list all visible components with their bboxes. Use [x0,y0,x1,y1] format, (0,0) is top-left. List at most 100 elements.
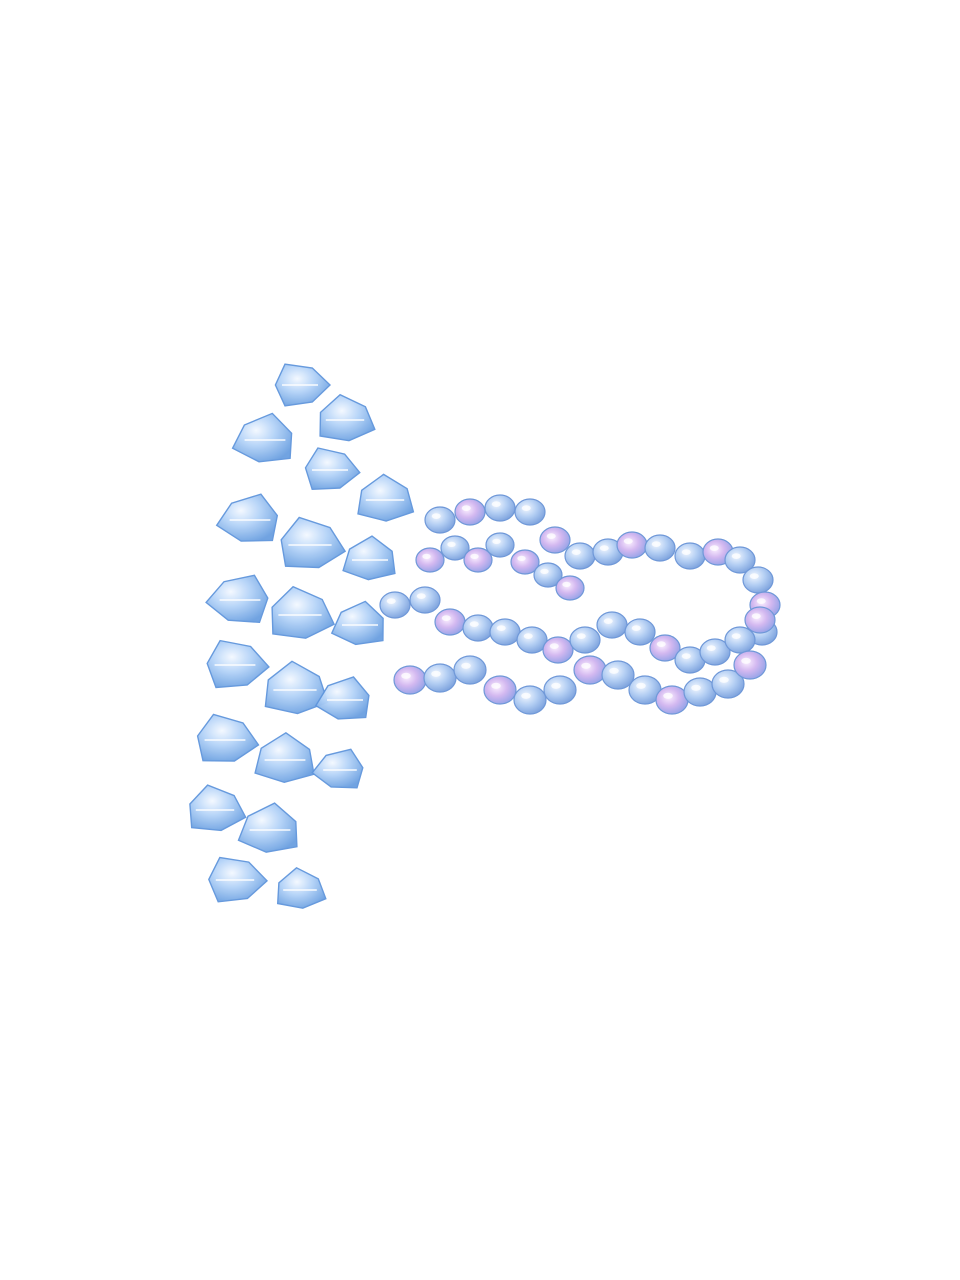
seed-bead [484,494,516,522]
seed-bead [393,665,427,695]
bead-highlight [719,676,729,683]
bead-highlight [741,657,751,664]
bead-highlight [571,549,581,555]
seed-bead [564,542,596,570]
bead-highlight [599,545,609,551]
crystal-bead [237,802,298,853]
bead-highlight [551,682,561,689]
bead-highlight [422,553,431,560]
crystal-bead [264,660,329,715]
seed-bead [440,535,470,561]
crystal-bead [196,713,260,762]
bead-highlight [386,598,396,604]
crystal-bead [254,731,315,784]
crystal-bead [271,585,336,639]
seed-bead [485,532,515,558]
seed-bead [624,618,656,646]
seed-bead [711,669,745,699]
bead-highlight [691,684,701,691]
seed-bead [596,611,628,639]
bead-highlight [709,545,719,551]
seed-bead [601,660,635,690]
bead-highlight [470,553,479,560]
bead-highlight [731,633,741,639]
seed-bead [463,547,493,573]
seed-bead [644,534,676,562]
crystal-bead [314,676,370,720]
seed-bead [539,526,571,554]
bead-highlight [461,505,471,511]
bead-highlight [603,618,613,624]
bead-highlight [492,538,501,545]
bead-highlight [706,645,716,651]
seed-bead [543,675,577,705]
seed-bead [533,562,563,588]
seed-bead [674,542,706,570]
seed-bead [453,655,487,685]
bead-highlight [546,533,556,539]
bead-highlight [609,667,619,674]
crystal-bead [304,447,361,491]
seed-bead [489,618,521,646]
seed-bead [744,606,776,634]
seed-bead [379,591,411,619]
bead-highlight [656,641,666,647]
seed-bead [699,638,731,666]
crystal-bead [276,866,327,909]
seed-bead [542,636,574,664]
bead-highlight [441,615,451,621]
crystal-bead-cluster [189,363,415,909]
seed-bead [724,626,756,654]
seed-bead [454,498,486,526]
bead-highlight [521,692,531,699]
seed-bead [742,566,774,594]
seed-bead-band-back [415,494,781,646]
crystal-bead [205,574,269,624]
bead-highlight [496,625,506,631]
seed-bead [415,547,445,573]
bead-highlight [517,555,526,562]
bead-highlight [651,541,661,547]
crystal-bead [311,748,364,789]
seed-bead [424,506,456,534]
bead-highlight [416,593,426,599]
crystal-bead [319,393,376,442]
bead-highlight [549,643,559,649]
seed-bead [513,685,547,715]
seed-bead [733,650,767,680]
bead-highlight [731,553,741,559]
bead-highlight [751,613,761,619]
bead-highlight [401,672,411,679]
seed-bead [516,626,548,654]
bead-highlight [749,573,759,579]
bead-highlight [461,662,471,669]
seed-bead [555,575,585,601]
bead-highlight [523,633,533,639]
crystal-bead [342,535,396,581]
bead-highlight [681,653,691,659]
bead-highlight [681,549,691,555]
bead-highlight [663,692,673,699]
bead-highlight [447,541,456,548]
seed-bead [655,685,689,715]
seed-bead [434,608,466,636]
bead-highlight [631,625,641,631]
bead-highlight [756,598,766,604]
crystal-bead [357,473,415,522]
bead-highlight [491,501,501,507]
crystal-bead [231,412,293,463]
seed-bead [569,626,601,654]
crystal-bead [330,600,384,646]
bead-highlight [431,670,441,677]
seed-bead [462,614,494,642]
bead-highlight [540,568,549,575]
seed-bead [724,546,756,574]
seed-bead [616,531,648,559]
crystal-bead [280,516,347,569]
bead-highlight [431,513,441,519]
seed-bead [409,586,441,614]
crystal-bead [189,784,247,832]
seed-bead [423,663,457,693]
bead-highlight [581,662,591,669]
